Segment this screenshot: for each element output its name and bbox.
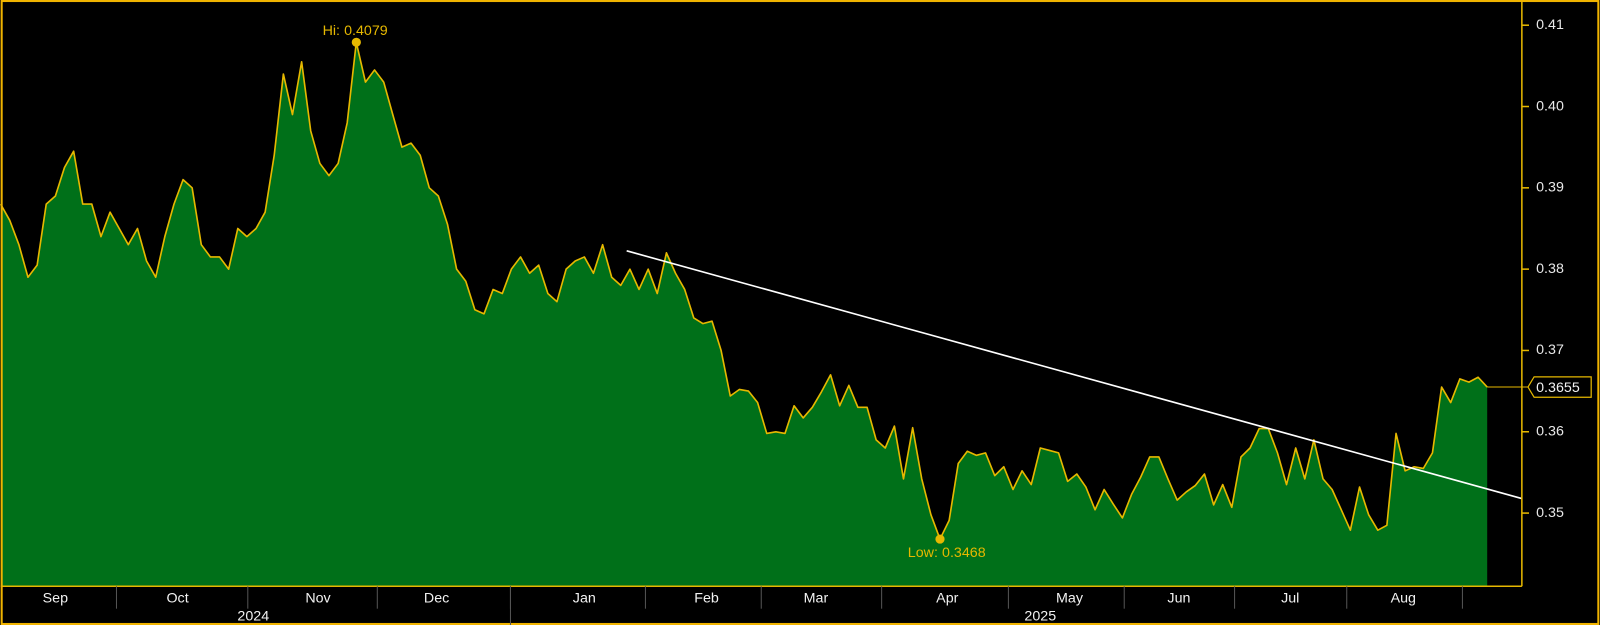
plot-area [0,41,1488,587]
x-tick-label: Jun [1167,590,1190,606]
y-tick-label: 0.38 [1536,261,1564,277]
low-value: 0.3468 [942,545,986,561]
hi-marker [351,37,361,47]
x-tick-label: Jul [1281,590,1299,606]
x-tick-label: Nov [305,590,331,606]
x-tick-label: Aug [1391,590,1416,606]
y-tick-label: 0.37 [1536,342,1564,358]
low-label: Low: [908,545,938,561]
x-tick-label: Apr [936,590,958,606]
hi-value: 0.4079 [344,23,388,39]
year-label: 2024 [237,609,269,625]
year-label: 2025 [1024,609,1056,625]
y-tick-label: 0.41 [1536,17,1564,33]
area [0,42,1488,587]
x-tick-label: Mar [804,590,829,606]
y-tick-label: 0.36 [1536,424,1564,440]
y-tick-label: 0.35 [1536,505,1564,521]
x-tick-label: Sep [43,590,68,606]
trend-line [626,250,1523,500]
y-tick-label: 0.40 [1536,98,1564,114]
x-tick-label: May [1056,590,1084,606]
last-value-label: 0.3655 [1536,380,1580,396]
x-tick-label: Jan [573,590,596,606]
x-tick-label: Dec [424,590,449,606]
line [0,41,1488,540]
x-tick-label: Oct [166,590,188,606]
overlay: Hi: 0.4079 Low: 0.3468 [323,23,986,561]
x-tick-label: Feb [694,590,719,606]
low-marker [935,534,945,544]
last-value-box [1527,376,1592,398]
hi-label: Hi: [323,23,340,39]
y-tick-label: 0.39 [1536,180,1564,196]
